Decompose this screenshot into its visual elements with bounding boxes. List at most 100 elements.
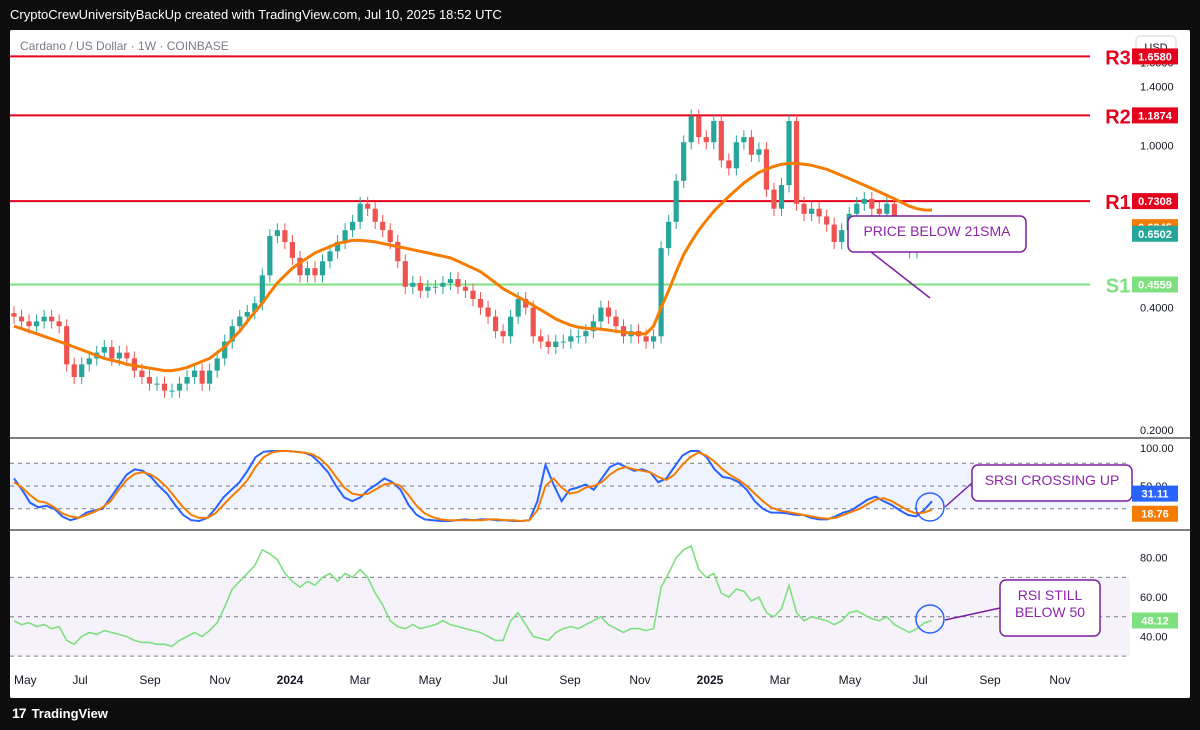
candle xyxy=(402,254,408,294)
level-label-r3: R3 xyxy=(1105,47,1131,69)
candle xyxy=(538,329,544,349)
time-tick-label: May xyxy=(839,673,862,687)
candle xyxy=(447,272,454,291)
candle xyxy=(786,114,792,193)
annotation-price: PRICE BELOW 21SMA xyxy=(847,215,1027,299)
candle xyxy=(161,376,168,398)
candle-body xyxy=(718,121,724,161)
candle xyxy=(696,109,702,145)
candle xyxy=(395,235,401,269)
candle xyxy=(530,300,536,344)
candle-body xyxy=(304,268,311,276)
annotations-layer: PRICE BELOW 21SMA SRSI CROSSING UP RSI STI… xyxy=(847,215,1133,637)
time-tick-label: Mar xyxy=(350,673,371,687)
pane-dividers xyxy=(10,437,1190,531)
candle xyxy=(831,217,837,250)
candle xyxy=(455,272,461,294)
candle-body xyxy=(778,185,785,209)
rsi-tick-label: 60.00 xyxy=(1140,592,1168,604)
candle xyxy=(56,314,62,334)
candle-body xyxy=(854,203,860,214)
candle xyxy=(41,309,47,329)
level-badge-s1: 0.4559 xyxy=(1132,276,1178,293)
candle-body xyxy=(756,149,762,155)
candle-body xyxy=(417,282,423,291)
candle xyxy=(11,306,17,324)
time-tick-label: Sep xyxy=(559,673,581,687)
time-tick-label: Jul xyxy=(912,673,927,687)
candle xyxy=(756,142,762,162)
last-price-badge-text: 0.6502 xyxy=(1138,229,1172,241)
candle-body xyxy=(455,279,461,287)
candle xyxy=(869,191,875,216)
candle xyxy=(605,300,612,324)
candle-body xyxy=(696,116,702,138)
candle-body xyxy=(839,230,845,242)
candle-body xyxy=(101,346,107,353)
symbol-title: Cardano / US Dollar · 1W · COINBASE xyxy=(20,39,229,53)
time-tick-label: Jul xyxy=(492,673,507,687)
level-label-r2: R2 xyxy=(1105,106,1131,128)
candle xyxy=(432,279,438,294)
srsi-d-badge-text: 18.76 xyxy=(1141,509,1169,521)
candle xyxy=(575,329,581,344)
price-tick-label: 1.4000 xyxy=(1140,81,1174,93)
time-tick-label: Mar xyxy=(770,673,791,687)
candle-body xyxy=(831,224,837,242)
time-axis[interactable]: May Jul Sep Nov 2024 Mar May Jul Sep Nov 2025 Mar Ma… xyxy=(14,673,1071,687)
candle-body xyxy=(214,358,220,371)
candle xyxy=(297,250,303,283)
candle-body xyxy=(560,341,566,343)
candle xyxy=(462,279,469,298)
level-badge-r2: 1.1874 xyxy=(1132,107,1178,124)
candle-body xyxy=(583,331,589,337)
annotation-srsi-text: SRSI CROSSING UP xyxy=(985,472,1120,488)
candle xyxy=(477,292,484,315)
candle-body xyxy=(869,198,875,209)
candle xyxy=(553,334,559,355)
candle-body xyxy=(319,261,326,276)
candle-body xyxy=(477,298,484,308)
candle-body xyxy=(733,142,739,169)
candle-body xyxy=(816,208,822,217)
candle-body xyxy=(387,230,393,242)
candle xyxy=(86,351,92,372)
candle-body xyxy=(523,298,529,308)
candle-body xyxy=(681,142,687,181)
candle-body xyxy=(169,390,175,392)
level-badge-r3-box xyxy=(1132,48,1178,65)
candle-body xyxy=(440,282,446,287)
candle-body xyxy=(229,326,235,342)
candle xyxy=(425,279,431,298)
candle-body xyxy=(598,307,604,322)
candle-body xyxy=(824,216,830,225)
candle xyxy=(342,223,348,250)
tradingview-brand[interactable]: 17 TradingView xyxy=(12,705,108,721)
candle-body xyxy=(139,370,145,377)
candle-body xyxy=(786,121,792,186)
candle xyxy=(380,214,386,238)
last-price-badge-box xyxy=(1132,225,1178,242)
candle-body xyxy=(161,383,168,391)
candle-body xyxy=(79,364,85,377)
candle-body xyxy=(11,313,17,317)
watermark-header: CryptoCrewUniversityBackUp created with … xyxy=(0,0,1200,30)
annotation-srsi-circle xyxy=(915,492,945,522)
candle xyxy=(222,334,228,366)
candle xyxy=(492,309,499,339)
candle-body xyxy=(500,331,506,337)
srsi-d-badge: 18.76 xyxy=(1132,505,1178,522)
candle-body xyxy=(711,121,717,143)
candle-body xyxy=(41,316,47,322)
annotation-rsi-text: BELOW 50 xyxy=(1015,604,1085,620)
candle xyxy=(681,135,687,188)
candle-body xyxy=(809,208,815,214)
candle xyxy=(267,229,273,283)
candle-body xyxy=(884,203,890,214)
chart-background xyxy=(10,30,1190,698)
candle-body xyxy=(26,321,32,327)
candle xyxy=(778,178,785,216)
last-price-badge: 0.6502 xyxy=(1132,225,1178,242)
